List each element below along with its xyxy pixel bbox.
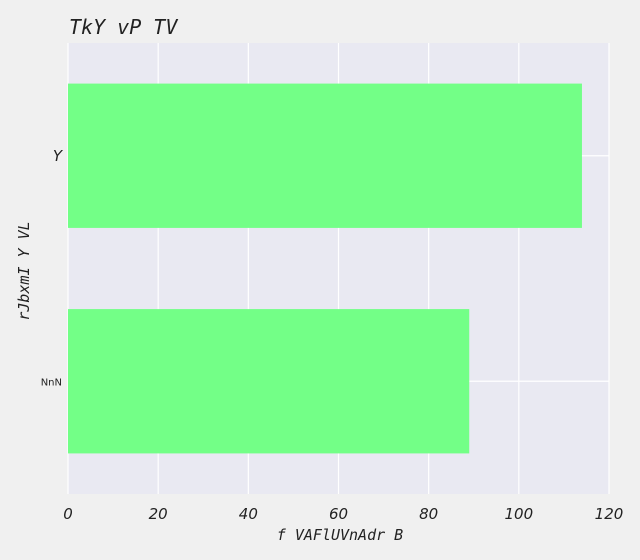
- x-tick-label: 20: [149, 505, 168, 523]
- y-tick-labels: Y NnN: [41, 147, 64, 389]
- x-tick-label: 60: [329, 505, 348, 523]
- x-tick-label: 80: [419, 505, 438, 523]
- bars: [68, 83, 582, 454]
- x-tick-label: 100: [505, 505, 534, 523]
- x-tick-label: 120: [595, 505, 624, 523]
- x-axis-label: f VAFlUVnAdr B: [277, 526, 403, 544]
- x-tick-labels: 0 20 40 60 80 100 120: [63, 505, 623, 523]
- bar-nnn: [68, 309, 470, 454]
- x-tick-label: 0: [63, 505, 73, 523]
- chart-title: TkY vP TV: [69, 15, 178, 39]
- y-tick-label: Y: [53, 147, 64, 165]
- x-tick-label: 40: [239, 505, 258, 523]
- bar-y: [68, 83, 582, 228]
- y-axis-label: rJbxmI Y VL: [15, 221, 33, 320]
- y-tick-label: NnN: [41, 377, 62, 388]
